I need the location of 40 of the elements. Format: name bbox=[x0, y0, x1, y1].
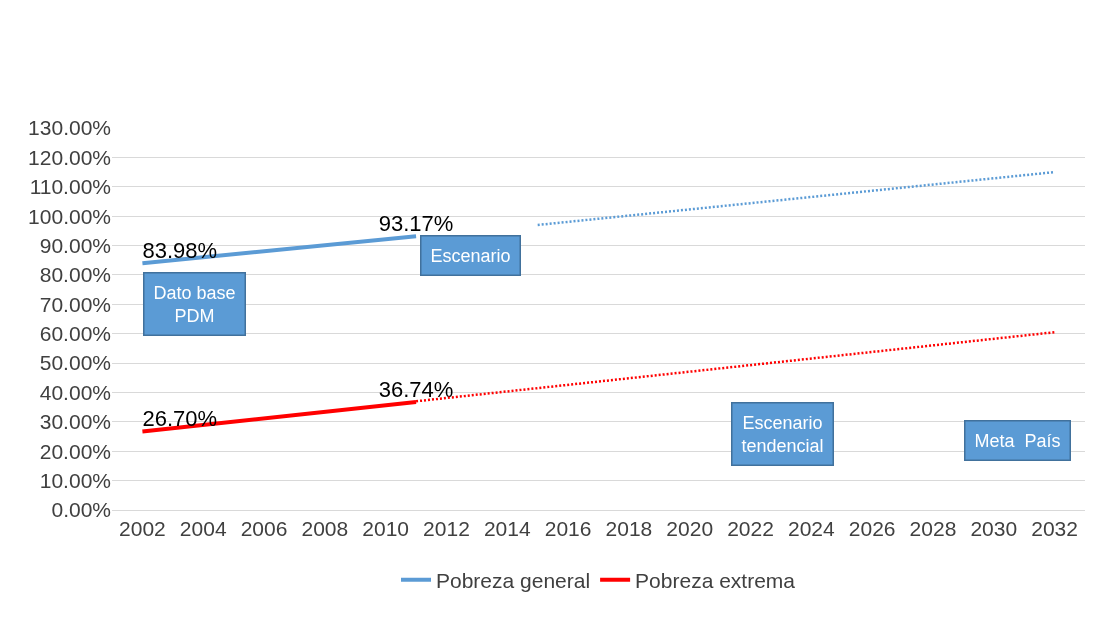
y-tick-label: 10.00% bbox=[39, 468, 111, 492]
x-tick-label: 2024 bbox=[787, 517, 836, 541]
y-tick-label: 60.00% bbox=[39, 322, 111, 346]
x-tick-label: 2010 bbox=[362, 517, 410, 541]
annotation: Meta País bbox=[974, 430, 1061, 451]
data-label: 26.70% bbox=[142, 406, 218, 432]
x-tick-label: 2002 bbox=[119, 517, 166, 541]
x-tick-label: 2006 bbox=[240, 517, 288, 541]
legend-label: Pobreza extrema bbox=[635, 569, 796, 592]
x-tick-label: 2016 bbox=[544, 517, 592, 541]
y-tick-label: 110.00% bbox=[29, 175, 111, 199]
annotation: Escenario tendencial bbox=[741, 412, 824, 456]
data-label: 36.74% bbox=[378, 376, 454, 402]
y-tick-label: 120.00% bbox=[28, 145, 111, 169]
x-tick-label: 2028 bbox=[909, 517, 957, 541]
x-tick-label: 2030 bbox=[970, 517, 1018, 541]
y-tick-label: 80.00% bbox=[39, 263, 111, 287]
x-tick-label: 2026 bbox=[848, 517, 896, 541]
data-label: 93.17% bbox=[378, 210, 454, 236]
y-tick-label: 100.00% bbox=[28, 204, 111, 228]
y-tick-label: 130.00% bbox=[28, 116, 111, 140]
x-tick-label: 2014 bbox=[483, 517, 531, 541]
x-tick-label: 2022 bbox=[727, 517, 774, 541]
x-tick-label: 2012 bbox=[423, 517, 470, 541]
x-tick-label: 2018 bbox=[605, 517, 653, 541]
x-tick-label: 2020 bbox=[666, 517, 714, 541]
annotation: Escenario bbox=[430, 245, 511, 266]
y-tick-label: 50.00% bbox=[39, 351, 111, 375]
y-tick-label: 30.00% bbox=[39, 410, 111, 434]
y-tick-label: 90.00% bbox=[39, 233, 111, 257]
x-tick-label: 2032 bbox=[1031, 517, 1078, 541]
annotation: Dato base PDM bbox=[153, 282, 236, 326]
x-tick-label: 2008 bbox=[301, 517, 349, 541]
legend-label: Pobreza general bbox=[436, 569, 591, 592]
y-tick-label: 40.00% bbox=[39, 380, 111, 404]
y-tick-label: 0.00% bbox=[51, 498, 111, 522]
y-tick-label: 20.00% bbox=[39, 439, 111, 463]
y-tick-label: 70.00% bbox=[39, 292, 111, 316]
data-label: 83.98% bbox=[142, 237, 218, 263]
x-tick-label: 2004 bbox=[179, 517, 227, 541]
